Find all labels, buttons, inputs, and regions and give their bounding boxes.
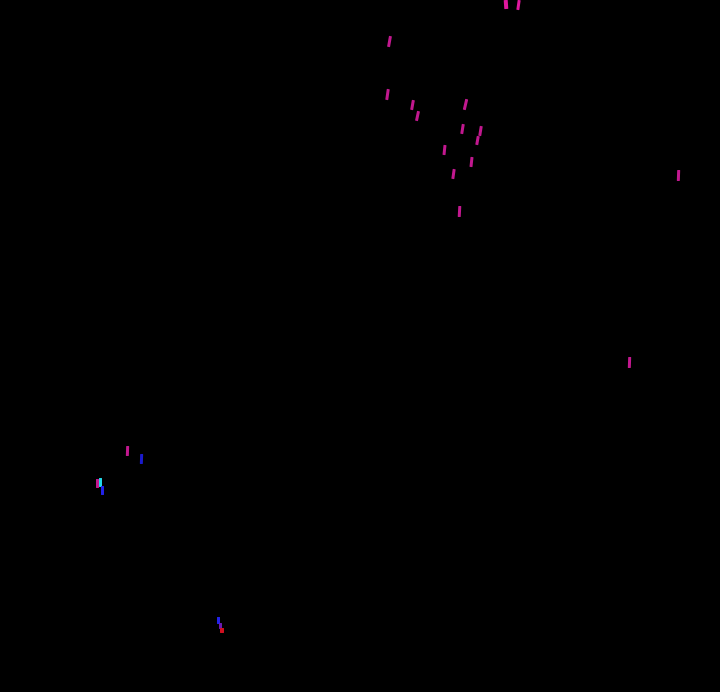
mark-l05-mark [101,486,104,495]
mark-l02-mark [139,453,144,465]
mark-u01-mark [387,35,392,48]
mark-b02-mark [219,623,222,629]
mark-b03-mark [220,628,224,633]
mark-u11-mark [451,168,456,180]
mark-l04-mark [99,478,102,487]
mark-u05-mark [462,98,469,111]
mark-r02-mark [627,356,632,369]
mark-u02-mark [385,88,390,101]
mark-b01-mark [217,617,220,624]
mark-u12-mark [457,205,462,218]
mark-l01-mark [125,445,130,457]
mark-r01-mark [676,169,681,182]
mark-u09-mark [442,144,447,156]
mark-u10-mark [469,156,474,168]
mark-top-b-mark [516,0,521,11]
mark-u08-mark [475,135,480,146]
mark-top-a-mark [503,0,509,10]
mark-u07-mark [478,125,483,137]
mark-u03-mark [410,99,415,111]
mark-u06-mark [460,123,465,135]
mark-l03-mark [96,479,99,488]
mark-u04-mark [414,110,421,122]
